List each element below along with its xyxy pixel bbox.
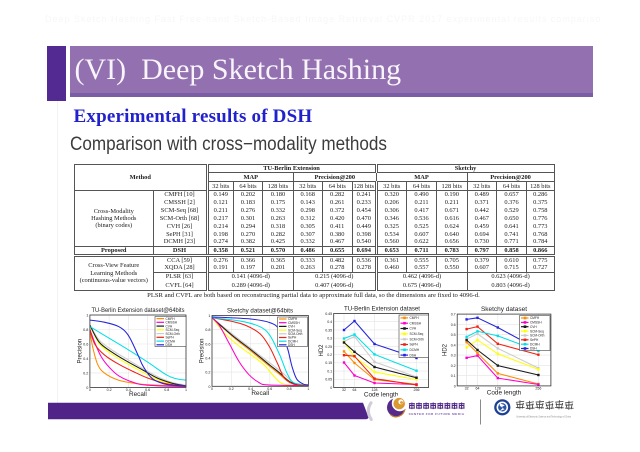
svg-text:DSH: DSH [530,347,537,351]
svg-text:0.6: 0.6 [83,343,88,347]
svg-text:0.8: 0.8 [164,388,169,392]
svg-text:DSH: DSH [166,343,173,347]
svg-text:0.6: 0.6 [451,323,456,327]
svg-text:0.05: 0.05 [325,378,332,382]
svg-text:64: 64 [476,387,480,391]
svg-text:0.4: 0.4 [205,357,210,361]
svg-text:0.35: 0.35 [325,328,332,332]
svg-text:0.1: 0.1 [451,374,456,378]
svg-text:0.5: 0.5 [451,333,456,337]
svg-text:Sketchy dataset: Sketchy dataset [481,306,527,313]
svg-text:0.2: 0.2 [229,387,234,391]
svg-text:SePH: SePH [288,336,297,340]
svg-text:Recall: Recall [251,390,269,397]
svg-text:DSH: DSH [288,343,295,347]
svg-text:CMFH: CMFH [166,317,176,321]
svg-text:CMFH: CMFH [288,317,298,321]
svg-text:0.4: 0.4 [126,388,131,392]
svg-text:DSH: DSH [410,353,417,357]
svg-text:Recall: Recall [129,391,147,398]
svg-text:0.6: 0.6 [205,342,210,346]
svg-text:0.2: 0.2 [83,371,88,375]
svg-text:CMSSH: CMSSH [410,321,422,325]
svg-text:SCM-Orth: SCM-Orth [288,332,303,336]
svg-text:CVH: CVH [530,325,537,329]
svg-text:HD2: HD2 [443,343,449,356]
svg-text:Sketchy dataset@64bits: Sketchy dataset@64bits [227,307,293,314]
svg-text:32: 32 [465,387,469,391]
svg-text:SCM-Seq: SCM-Seq [410,332,424,336]
svg-text:SePH: SePH [166,336,175,340]
svg-text:Precision: Precision [77,339,83,364]
svg-text:SePH: SePH [530,338,539,342]
svg-text:HD2: HD2 [319,344,325,357]
svg-text:1: 1 [86,314,88,318]
svg-text:0.8: 0.8 [83,328,88,332]
svg-text:0.8: 0.8 [205,328,210,332]
svg-text:0: 0 [208,385,210,389]
svg-text:0.2: 0.2 [107,388,112,392]
svg-text:SePH: SePH [410,343,419,347]
svg-text:0.6: 0.6 [145,388,150,392]
svg-text:DCMH: DCMH [530,342,540,346]
svg-text:1: 1 [208,314,210,318]
svg-text:CMSSH: CMSSH [530,321,542,325]
svg-text:DCMH: DCMH [288,339,298,343]
svg-text:64: 64 [353,388,357,392]
svg-text:CENTER FOR FUTURE MEDIA: CENTER FOR FUTURE MEDIA [409,412,465,416]
svg-text:0.15: 0.15 [325,361,332,365]
svg-text:0.3: 0.3 [327,337,332,341]
svg-text:0.2: 0.2 [205,371,210,375]
svg-text:University of Electronic Scien: University of Electronic Science and Tec… [516,414,572,418]
svg-text:0.2: 0.2 [451,364,456,368]
svg-text:0.45: 0.45 [325,312,332,316]
svg-text:0.8: 0.8 [287,387,292,391]
svg-text:SCM-Seq: SCM-Seq [530,329,544,333]
svg-text:0: 0 [211,387,213,391]
svg-text:128: 128 [495,387,501,391]
svg-text:SCM-Orth: SCM-Orth [530,334,545,338]
svg-text:0.3: 0.3 [451,354,456,358]
svg-text:0.25: 0.25 [325,345,332,349]
svg-text:0.4: 0.4 [451,343,456,347]
svg-text:CMSSH: CMSSH [166,321,178,325]
svg-text:CMFH: CMFH [530,316,540,320]
svg-text:0: 0 [454,384,456,388]
svg-text:DCMH: DCMH [410,348,420,352]
svg-text:Code length: Code length [364,391,399,398]
svg-text:CVH: CVH [410,327,417,331]
svg-text:0.1: 0.1 [327,370,332,374]
svg-text:0: 0 [86,386,88,390]
svg-text:TU-Berlin Extension dataset: TU-Berlin Extension dataset [344,305,420,312]
svg-text:0: 0 [330,386,332,390]
svg-text:0: 0 [89,388,91,392]
svg-text:Code length: Code length [487,390,522,397]
svg-text:Precision: Precision [200,339,206,364]
svg-text:DCMH: DCMH [166,339,176,343]
svg-text:CMSSH: CMSSH [288,321,300,325]
svg-text:32: 32 [342,388,346,392]
svg-text:0.4: 0.4 [248,387,253,391]
svg-text:0.4: 0.4 [327,320,332,324]
svg-text:SCM-Orth: SCM-Orth [410,337,425,341]
svg-text:0.2: 0.2 [327,353,332,357]
svg-text:SCM-Seq: SCM-Seq [166,328,180,332]
svg-text:1: 1 [185,388,187,392]
svg-text:256: 256 [535,387,541,391]
svg-text:128: 128 [372,388,378,392]
svg-text:SCM-Seq: SCM-Seq [288,328,302,332]
svg-text:CVH: CVH [288,325,295,329]
svg-text:0.4: 0.4 [83,357,88,361]
svg-text:0.6: 0.6 [267,387,272,391]
svg-text:256: 256 [414,388,420,392]
svg-text:SCM-Orth: SCM-Orth [166,332,181,336]
svg-text:TU-Berlin Extension dataset@64: TU-Berlin Extension dataset@64bits [92,307,185,314]
svg-text:1: 1 [307,387,309,391]
svg-text:CMFH: CMFH [410,316,420,320]
svg-text:0.7: 0.7 [451,313,456,317]
svg-text:CVH: CVH [166,324,173,328]
